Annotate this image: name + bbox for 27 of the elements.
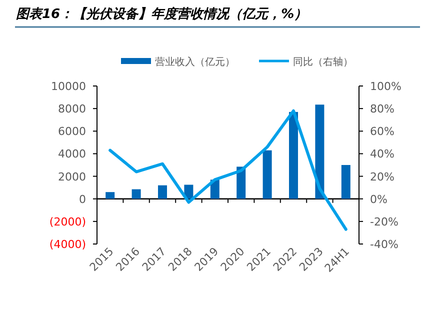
- y-tick-label: 6000: [58, 125, 86, 138]
- y-tick-label: 10000: [51, 80, 86, 93]
- bar: [158, 185, 167, 199]
- bar: [132, 189, 141, 199]
- y-tick-label: (4000): [49, 238, 86, 251]
- bar: [262, 150, 272, 199]
- y-tick-label: (2000): [49, 215, 86, 228]
- bar: [315, 104, 324, 199]
- y2-tick-label: 20%: [370, 170, 394, 184]
- bar: [341, 165, 350, 199]
- y2-tick-label: 40%: [370, 148, 394, 161]
- y2-tick-label: 100%: [370, 80, 402, 93]
- y2-tick-label: 60%: [370, 125, 394, 138]
- y2-tick-label: 0%: [370, 192, 388, 206]
- title: 图表16：【光伏设备】年度营收情况（亿元，%）: [16, 7, 308, 22]
- y-tick-label: 2000: [58, 170, 86, 184]
- y2-tick-label: -20%: [370, 215, 398, 228]
- y-tick-label: 4000: [58, 148, 86, 161]
- line-series: [108, 109, 348, 231]
- legend-label: 同比（右轴）: [293, 56, 353, 68]
- y2-tick-label: -40%: [370, 238, 398, 251]
- y-tick-label: 8000: [58, 102, 86, 116]
- y-tick-label: 0: [79, 192, 86, 206]
- bar: [289, 112, 298, 199]
- bar: [106, 192, 115, 199]
- y2-tick-label: 80%: [370, 102, 394, 116]
- legend-label: 营业收入（亿元）: [155, 56, 235, 68]
